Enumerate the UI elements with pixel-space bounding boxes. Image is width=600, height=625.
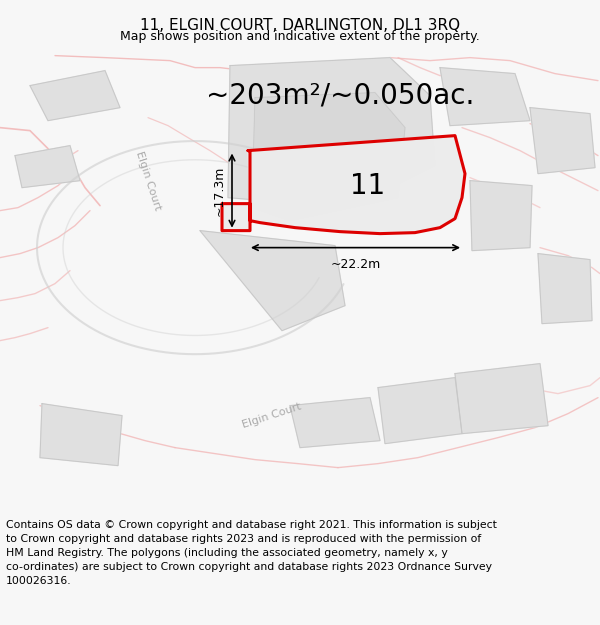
Polygon shape: [30, 71, 120, 121]
Text: Map shows position and indicative extent of the property.: Map shows position and indicative extent…: [120, 30, 480, 43]
Text: 11, ELGIN COURT, DARLINGTON, DL1 3RQ: 11, ELGIN COURT, DARLINGTON, DL1 3RQ: [140, 18, 460, 32]
Polygon shape: [530, 107, 595, 174]
Polygon shape: [455, 364, 548, 434]
Text: ~203m²/~0.050ac.: ~203m²/~0.050ac.: [206, 82, 474, 109]
Polygon shape: [222, 136, 465, 234]
Text: ~22.2m: ~22.2m: [331, 258, 380, 271]
Text: Elgin Court: Elgin Court: [241, 401, 303, 430]
Polygon shape: [228, 58, 435, 208]
Polygon shape: [538, 254, 592, 324]
Polygon shape: [200, 231, 345, 331]
Polygon shape: [290, 398, 380, 448]
Polygon shape: [15, 146, 80, 188]
Text: Elgin Court: Elgin Court: [134, 150, 162, 211]
Polygon shape: [440, 68, 530, 126]
Polygon shape: [222, 136, 465, 231]
Text: 11: 11: [350, 172, 386, 199]
Polygon shape: [40, 404, 122, 466]
Polygon shape: [252, 92, 405, 221]
Polygon shape: [378, 378, 462, 444]
Text: Contains OS data © Crown copyright and database right 2021. This information is : Contains OS data © Crown copyright and d…: [6, 520, 497, 586]
Polygon shape: [470, 181, 532, 251]
Text: ~17.3m: ~17.3m: [213, 166, 226, 216]
